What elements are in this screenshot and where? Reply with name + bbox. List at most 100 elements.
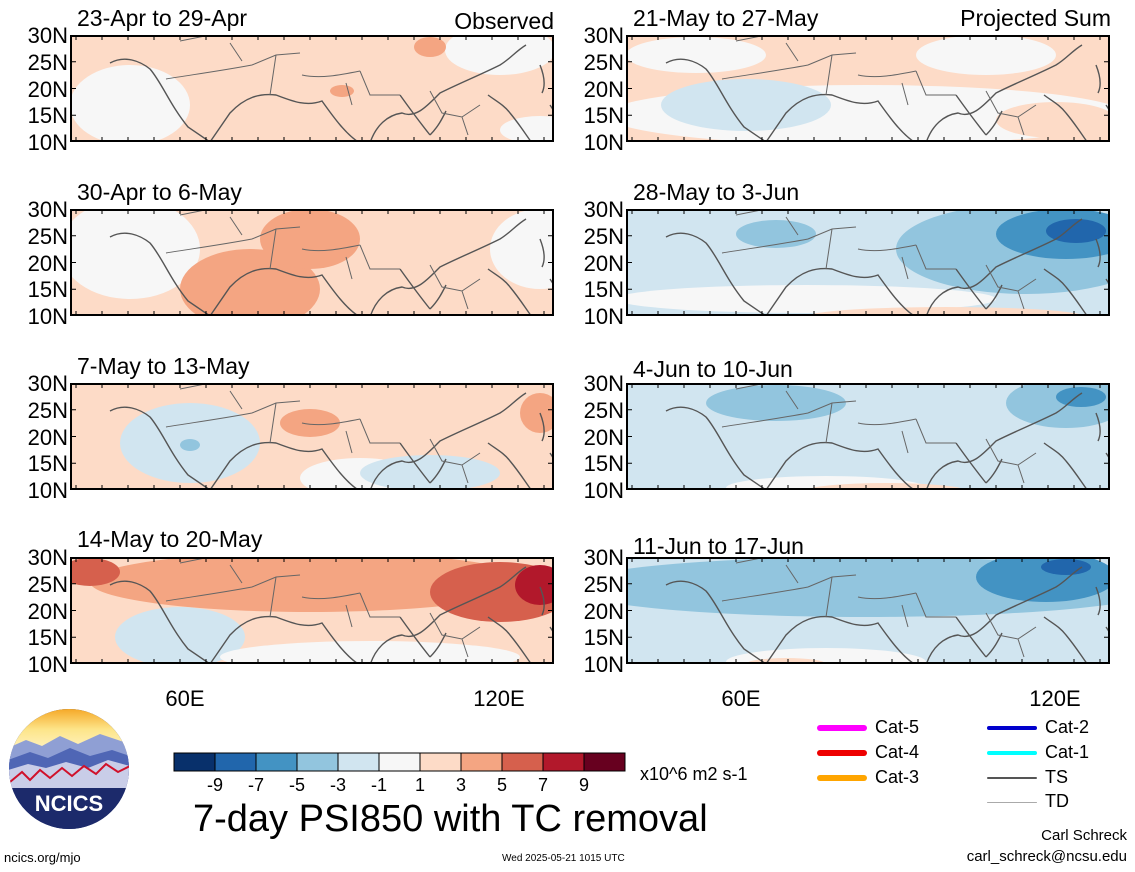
contour-region [115, 607, 245, 664]
contour-region [515, 565, 554, 605]
lat-label: 30N [583, 371, 624, 396]
colorbar-swatch [255, 752, 298, 772]
contour-region [445, 35, 554, 75]
panel-title-4: 28-May to 3-Jun [633, 179, 800, 205]
lat-label: 15N [583, 277, 624, 303]
contour-region [706, 385, 846, 421]
coastline [369, 566, 527, 664]
coastline [487, 442, 533, 490]
legend-label: Cat-1 [1045, 742, 1090, 762]
country-border [857, 70, 956, 106]
contour-region [806, 307, 1086, 316]
legend-line [987, 801, 1037, 803]
contour-region [280, 409, 340, 437]
contour-region [500, 116, 554, 142]
ncics-logo: NCICS [9, 709, 129, 829]
lon-label-120e-right: 120E [1029, 686, 1081, 711]
panel-title-6: 4-Jun to 10-Jun [633, 356, 793, 382]
coastline [399, 442, 447, 484]
country-border [985, 612, 1037, 658]
lat-label: 10N [27, 130, 68, 155]
country-border [301, 418, 400, 454]
country-border [721, 52, 857, 96]
credit-email: carl_schreck@ncsu.edu [966, 848, 1127, 865]
country-border [429, 264, 481, 310]
lat-label: 15N [27, 277, 68, 303]
panel-tag-observed: Observed [454, 8, 554, 34]
colorbar-label: 9 [578, 775, 589, 795]
lat-label: 30N [583, 23, 624, 48]
lat-label: 20N [583, 250, 624, 276]
contour-region [661, 79, 831, 131]
coastline [109, 580, 211, 664]
lat-label: 20N [583, 598, 624, 624]
colorbar-label: 1 [414, 775, 425, 795]
coastline [369, 392, 527, 490]
main-title: 7-day PSI850 with TC removal [193, 798, 708, 840]
legend-line [987, 777, 1037, 779]
coastline [1043, 94, 1089, 142]
country-border [165, 226, 301, 270]
contour-region [70, 209, 200, 299]
colorbar-swatch [214, 752, 257, 772]
contour-region [736, 220, 816, 248]
anomaly-field [626, 557, 1110, 664]
coastline [1043, 268, 1089, 316]
contour-region [916, 35, 1056, 75]
map-panel-8 [626, 557, 1110, 664]
country-border [985, 90, 1037, 136]
lat-label: 30N [27, 197, 68, 222]
country-border [301, 244, 400, 280]
colorbar-label: 3 [455, 775, 466, 795]
lat-label: 30N [583, 545, 624, 570]
lat-label: 25N [583, 571, 624, 597]
lat-label: 30N [27, 545, 68, 570]
coastline [665, 232, 767, 316]
colorbar-swatch [583, 752, 626, 772]
lat-label: 25N [27, 571, 68, 597]
panel-title-2: 21-May to 27-May [633, 5, 819, 31]
map-panel-5 [70, 383, 554, 490]
coastline [955, 94, 1003, 136]
map-panel-1 [70, 35, 554, 142]
lat-label: 25N [27, 223, 68, 249]
lat-label: 20N [583, 76, 624, 102]
contour-region [360, 455, 500, 490]
legend-label: Cat-2 [1045, 717, 1090, 737]
anomaly-field [70, 35, 554, 142]
country-border [429, 438, 481, 484]
contour-region [1046, 219, 1106, 243]
lat-label: 15N [27, 625, 68, 651]
coastline [1043, 616, 1089, 664]
country-border [429, 612, 481, 658]
lat-label: 25N [583, 223, 624, 249]
contour-region [330, 85, 354, 97]
colorbar-swatch [296, 752, 339, 772]
coastline [665, 580, 767, 664]
lat-label: 10N [583, 478, 624, 503]
legend-label: Cat-5 [875, 717, 920, 737]
lat-label: 20N [27, 76, 68, 102]
contour-region [260, 209, 360, 269]
lon-label-120e-left: 120E [473, 686, 525, 711]
lat-label: 10N [27, 304, 68, 329]
lon-label-60e-right: 60E [721, 686, 761, 711]
colorbar-swatch [542, 752, 585, 772]
coastline [765, 267, 916, 316]
coastline [399, 616, 447, 658]
coastline [925, 44, 1083, 142]
colorbar-label: 7 [537, 775, 548, 795]
colorbar-swatch [173, 752, 216, 772]
coastline [665, 58, 767, 142]
colorbar: -9 -7 -5 -3 -1 1 3 5 7 9 [173, 752, 626, 794]
country-border [721, 574, 857, 618]
colorbar-label: 5 [496, 775, 507, 795]
lat-label: 20N [27, 424, 68, 450]
coastline [109, 406, 211, 490]
contour-region [414, 37, 446, 57]
coastline [399, 94, 447, 136]
country-border [165, 574, 301, 618]
colorbar-swatch [460, 752, 503, 772]
coastline [209, 441, 360, 490]
legend-line [817, 725, 867, 731]
